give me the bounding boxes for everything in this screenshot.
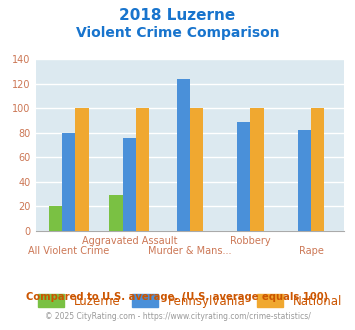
Bar — [190, 109, 203, 231]
Bar — [109, 195, 123, 231]
Text: Rape: Rape — [299, 246, 323, 256]
Bar — [136, 109, 149, 231]
Bar — [123, 138, 136, 231]
Bar — [76, 109, 89, 231]
Bar — [62, 133, 76, 231]
Text: Murder & Mans...: Murder & Mans... — [148, 246, 232, 256]
Bar — [298, 130, 311, 231]
Bar — [49, 207, 62, 231]
Legend: Luzerne, Pennsylvania, National: Luzerne, Pennsylvania, National — [32, 288, 348, 314]
Bar — [251, 109, 264, 231]
Text: Aggravated Assault: Aggravated Assault — [82, 236, 177, 246]
Text: © 2025 CityRating.com - https://www.cityrating.com/crime-statistics/: © 2025 CityRating.com - https://www.city… — [45, 312, 310, 321]
Bar — [176, 79, 190, 231]
Bar — [237, 122, 251, 231]
Text: 2018 Luzerne: 2018 Luzerne — [119, 8, 236, 23]
Text: All Violent Crime: All Violent Crime — [28, 246, 109, 256]
Text: Compared to U.S. average. (U.S. average equals 100): Compared to U.S. average. (U.S. average … — [26, 292, 329, 302]
Text: Violent Crime Comparison: Violent Crime Comparison — [76, 26, 279, 40]
Bar — [311, 109, 324, 231]
Text: Robbery: Robbery — [230, 236, 271, 246]
